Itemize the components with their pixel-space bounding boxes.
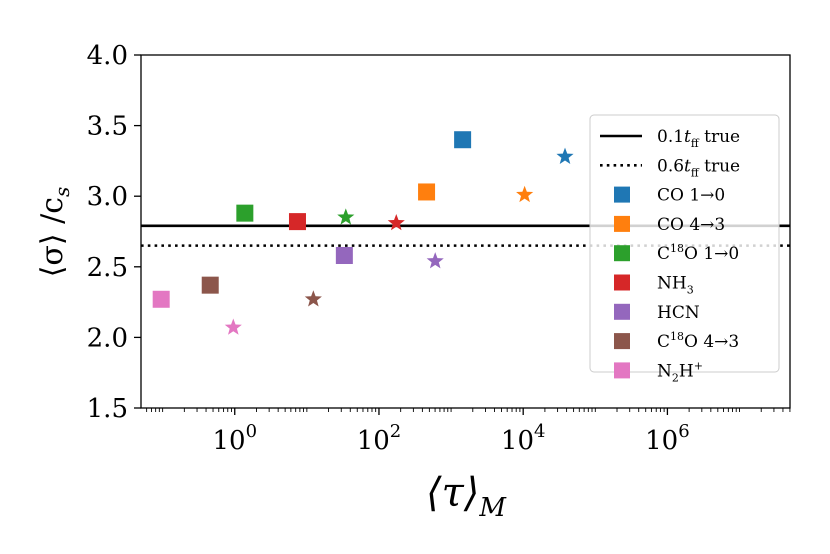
x-tick-label-2: 104	[501, 421, 546, 456]
star-marker-nh3	[387, 214, 405, 231]
legend-box	[589, 114, 780, 373]
star-marker-c18o-4-to-3	[304, 290, 322, 307]
x-tick-label-3: 106	[645, 421, 690, 456]
legend-label-7: HCN	[657, 303, 700, 323]
legend-handle-7	[614, 303, 630, 320]
legend-handle-5	[614, 245, 630, 262]
y-tick-label-4: 3.5	[87, 112, 128, 142]
legend-handle-9	[614, 362, 630, 379]
y-tick-label-2: 2.5	[87, 253, 128, 283]
legend-label-3: CO 1→0	[657, 186, 725, 206]
x-axis-label: ⟨τ⟩M	[426, 470, 507, 523]
square-marker-co-1-to-0	[454, 131, 472, 149]
legend-label-8: C18O 4→3	[657, 330, 739, 352]
plot-frame	[140, 54, 791, 409]
square-marker-co-4-to-3	[418, 183, 436, 201]
legend-label-9: N2H+	[657, 359, 703, 384]
square-marker-nh3	[288, 213, 306, 231]
legend-label-1: 0.1tff true	[657, 127, 740, 150]
star-marker-c18o-1-to-0	[337, 208, 355, 225]
legend-label-2: 0.6tff true	[657, 156, 740, 179]
star-marker-n2hplus	[224, 318, 242, 335]
square-marker-hcn	[335, 247, 353, 265]
star-marker-co-4-to-3	[516, 185, 534, 203]
x-tick-label-0: 100	[212, 421, 257, 456]
y-tick-label-1: 2.0	[87, 323, 128, 353]
square-marker-c18o-1-to-0	[236, 204, 254, 222]
square-marker-c18o-4-to-3	[201, 276, 219, 294]
legend-handle-3	[614, 186, 630, 203]
y-tick-label-3: 3.0	[87, 182, 128, 212]
y-axis-label: ⟨σ⟩ /cs	[35, 187, 74, 278]
legend-label-4: CO 4→3	[657, 215, 725, 235]
legend-handle-4	[614, 215, 630, 232]
legend-label-5: C18O 1→0	[657, 242, 739, 264]
legend-handle-6	[614, 274, 630, 291]
y-tick-label-0: 1.5	[87, 394, 128, 424]
legend-handle-8	[614, 333, 630, 350]
star-marker-co-1-to-0	[556, 147, 574, 164]
star-marker-hcn	[426, 252, 444, 269]
square-marker-n2hplus	[152, 290, 170, 308]
legend-label-6: NH3	[657, 274, 694, 297]
x-tick-label-1: 102	[357, 421, 402, 456]
y-tick-label-5: 4.0	[87, 41, 128, 71]
